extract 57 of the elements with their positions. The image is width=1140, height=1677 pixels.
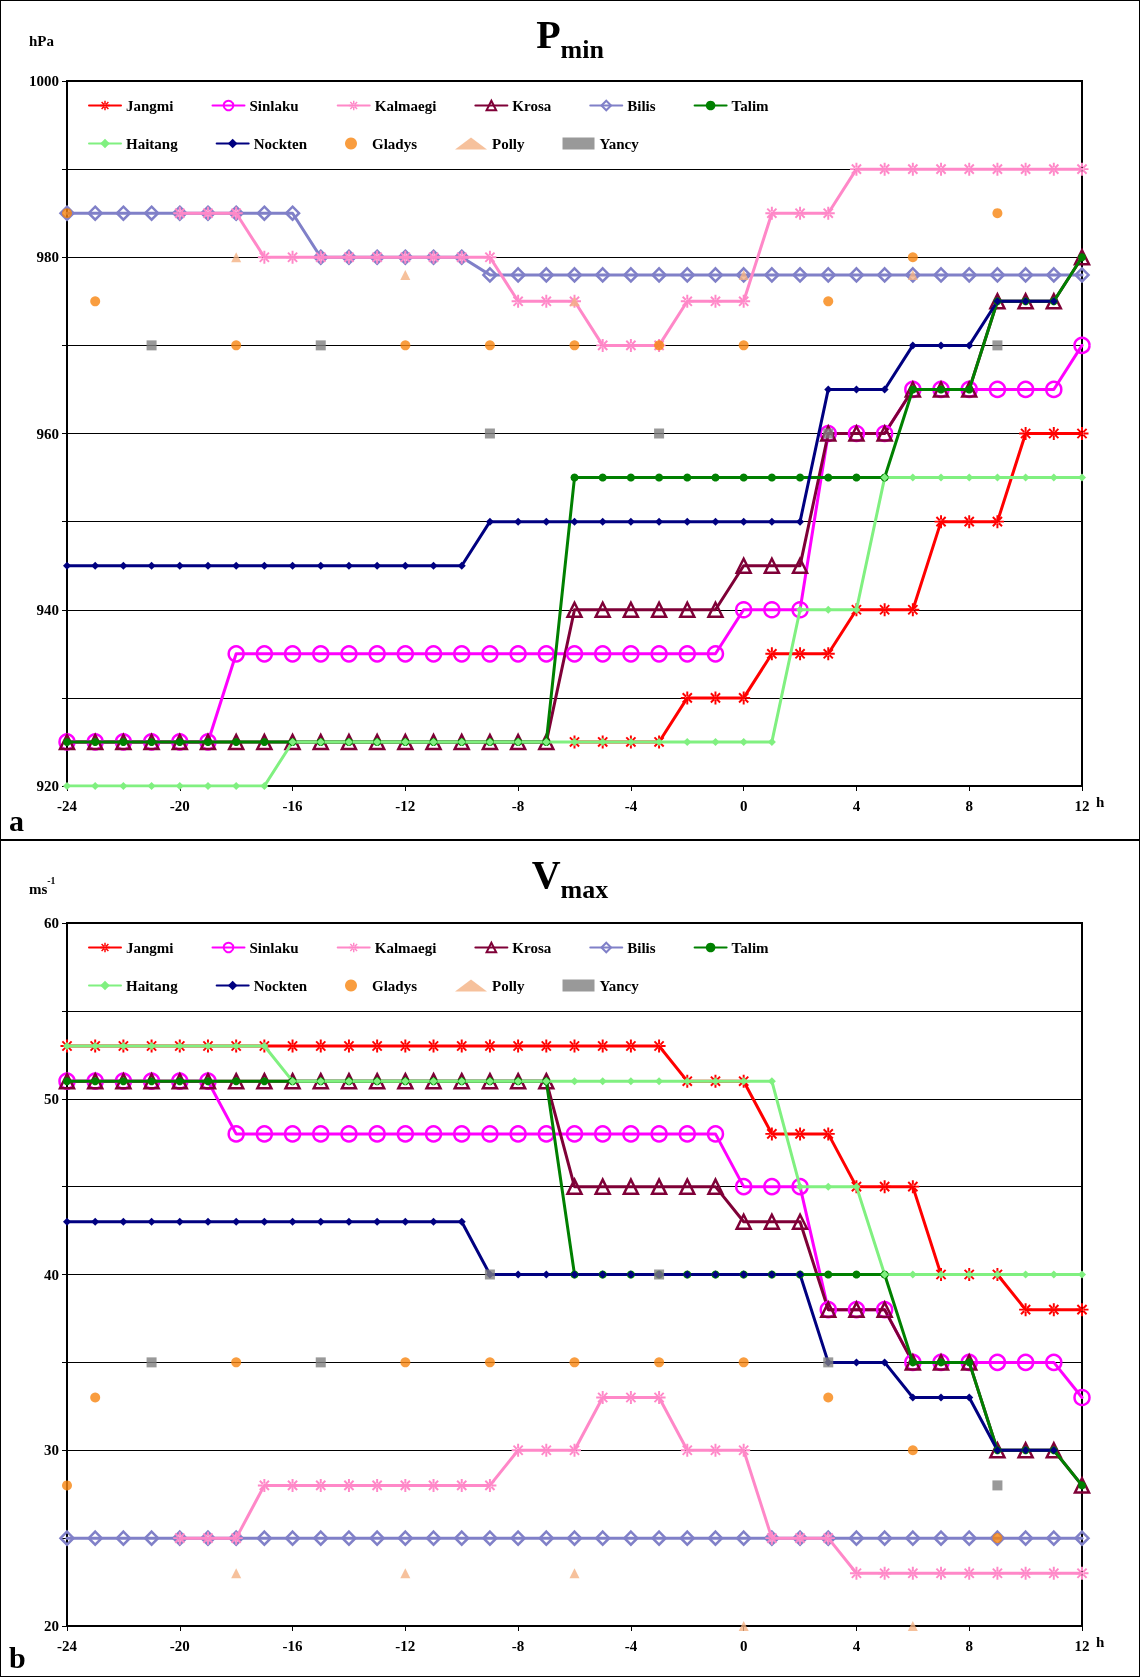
legend-label: Nockten [253, 977, 308, 994]
y-tick-label: 920 [36, 778, 59, 794]
x-tick-label: 12 [1074, 1637, 1090, 1654]
legend-label: Polly [492, 977, 526, 994]
y-tick-label: 40 [44, 1266, 59, 1283]
x-tick-label: -20 [169, 1637, 190, 1654]
y-axis-title: hPa [29, 32, 55, 49]
legend-label: Nockten [253, 135, 308, 152]
legend-label: Polly [492, 135, 526, 152]
legend-label: Haitang [126, 135, 179, 152]
legend-label: Talim [731, 939, 770, 956]
legend-label: Gladys [372, 977, 418, 994]
x-tick-label: -16 [282, 1637, 304, 1654]
legend-label: Sinlaku [249, 97, 299, 114]
x-tick-label: 0 [739, 797, 748, 814]
x-tick-label: 0 [739, 1637, 748, 1654]
x-tick-label: -24 [57, 797, 78, 814]
legend-label: Kalmaegi [374, 939, 437, 956]
y-tick-label: 30 [44, 1442, 59, 1459]
x-tick-label: 4 [852, 1637, 861, 1654]
y-tick-label: 60 [44, 915, 59, 931]
x-tick-label: -8 [511, 797, 525, 814]
y-tick-label: 1000 [29, 73, 59, 89]
legend-label: Jangmi [126, 939, 174, 956]
legend-label: Yancy [599, 135, 640, 152]
x-tick-label: -8 [511, 1637, 525, 1654]
x-tick-label: 8 [965, 1637, 973, 1654]
y-tick-label: 50 [44, 1090, 59, 1107]
x-tick-label: 4 [852, 797, 861, 814]
legend-label: Bilis [627, 939, 656, 956]
legend-label: Jangmi [126, 97, 174, 114]
y-tick-label: 20 [44, 1618, 59, 1634]
x-tick-label: 8 [965, 797, 973, 814]
x-tick-label: -24 [57, 1637, 78, 1654]
legend-label: Bilis [627, 97, 656, 114]
legend-label: Sinlaku [249, 939, 299, 956]
x-tick-label: -4 [624, 797, 638, 814]
x-tick-label: -20 [169, 797, 190, 814]
text: b [9, 1640, 26, 1674]
legend-label: Talim [731, 97, 770, 114]
x-tick-label: -12 [395, 1637, 416, 1654]
legend-label: Kalmaegi [374, 97, 437, 114]
legend-label: Krosa [512, 939, 552, 956]
x-tick-label: -12 [395, 797, 416, 814]
x-axis-title: h [1096, 1633, 1105, 1650]
x-tick-label: 12 [1074, 797, 1090, 814]
legend-label: Yancy [599, 977, 640, 994]
x-tick-label: -16 [282, 797, 304, 814]
legend-label: Haitang [126, 977, 179, 994]
text: a [9, 803, 24, 837]
x-axis-title: h [1096, 793, 1105, 810]
y-tick-label: 940 [36, 601, 59, 618]
legend-label: Krosa [512, 97, 552, 114]
legend-label: Gladys [372, 135, 418, 152]
y-tick-label: 960 [36, 425, 59, 442]
x-tick-label: -4 [624, 1637, 638, 1654]
y-tick-label: 980 [36, 249, 59, 266]
